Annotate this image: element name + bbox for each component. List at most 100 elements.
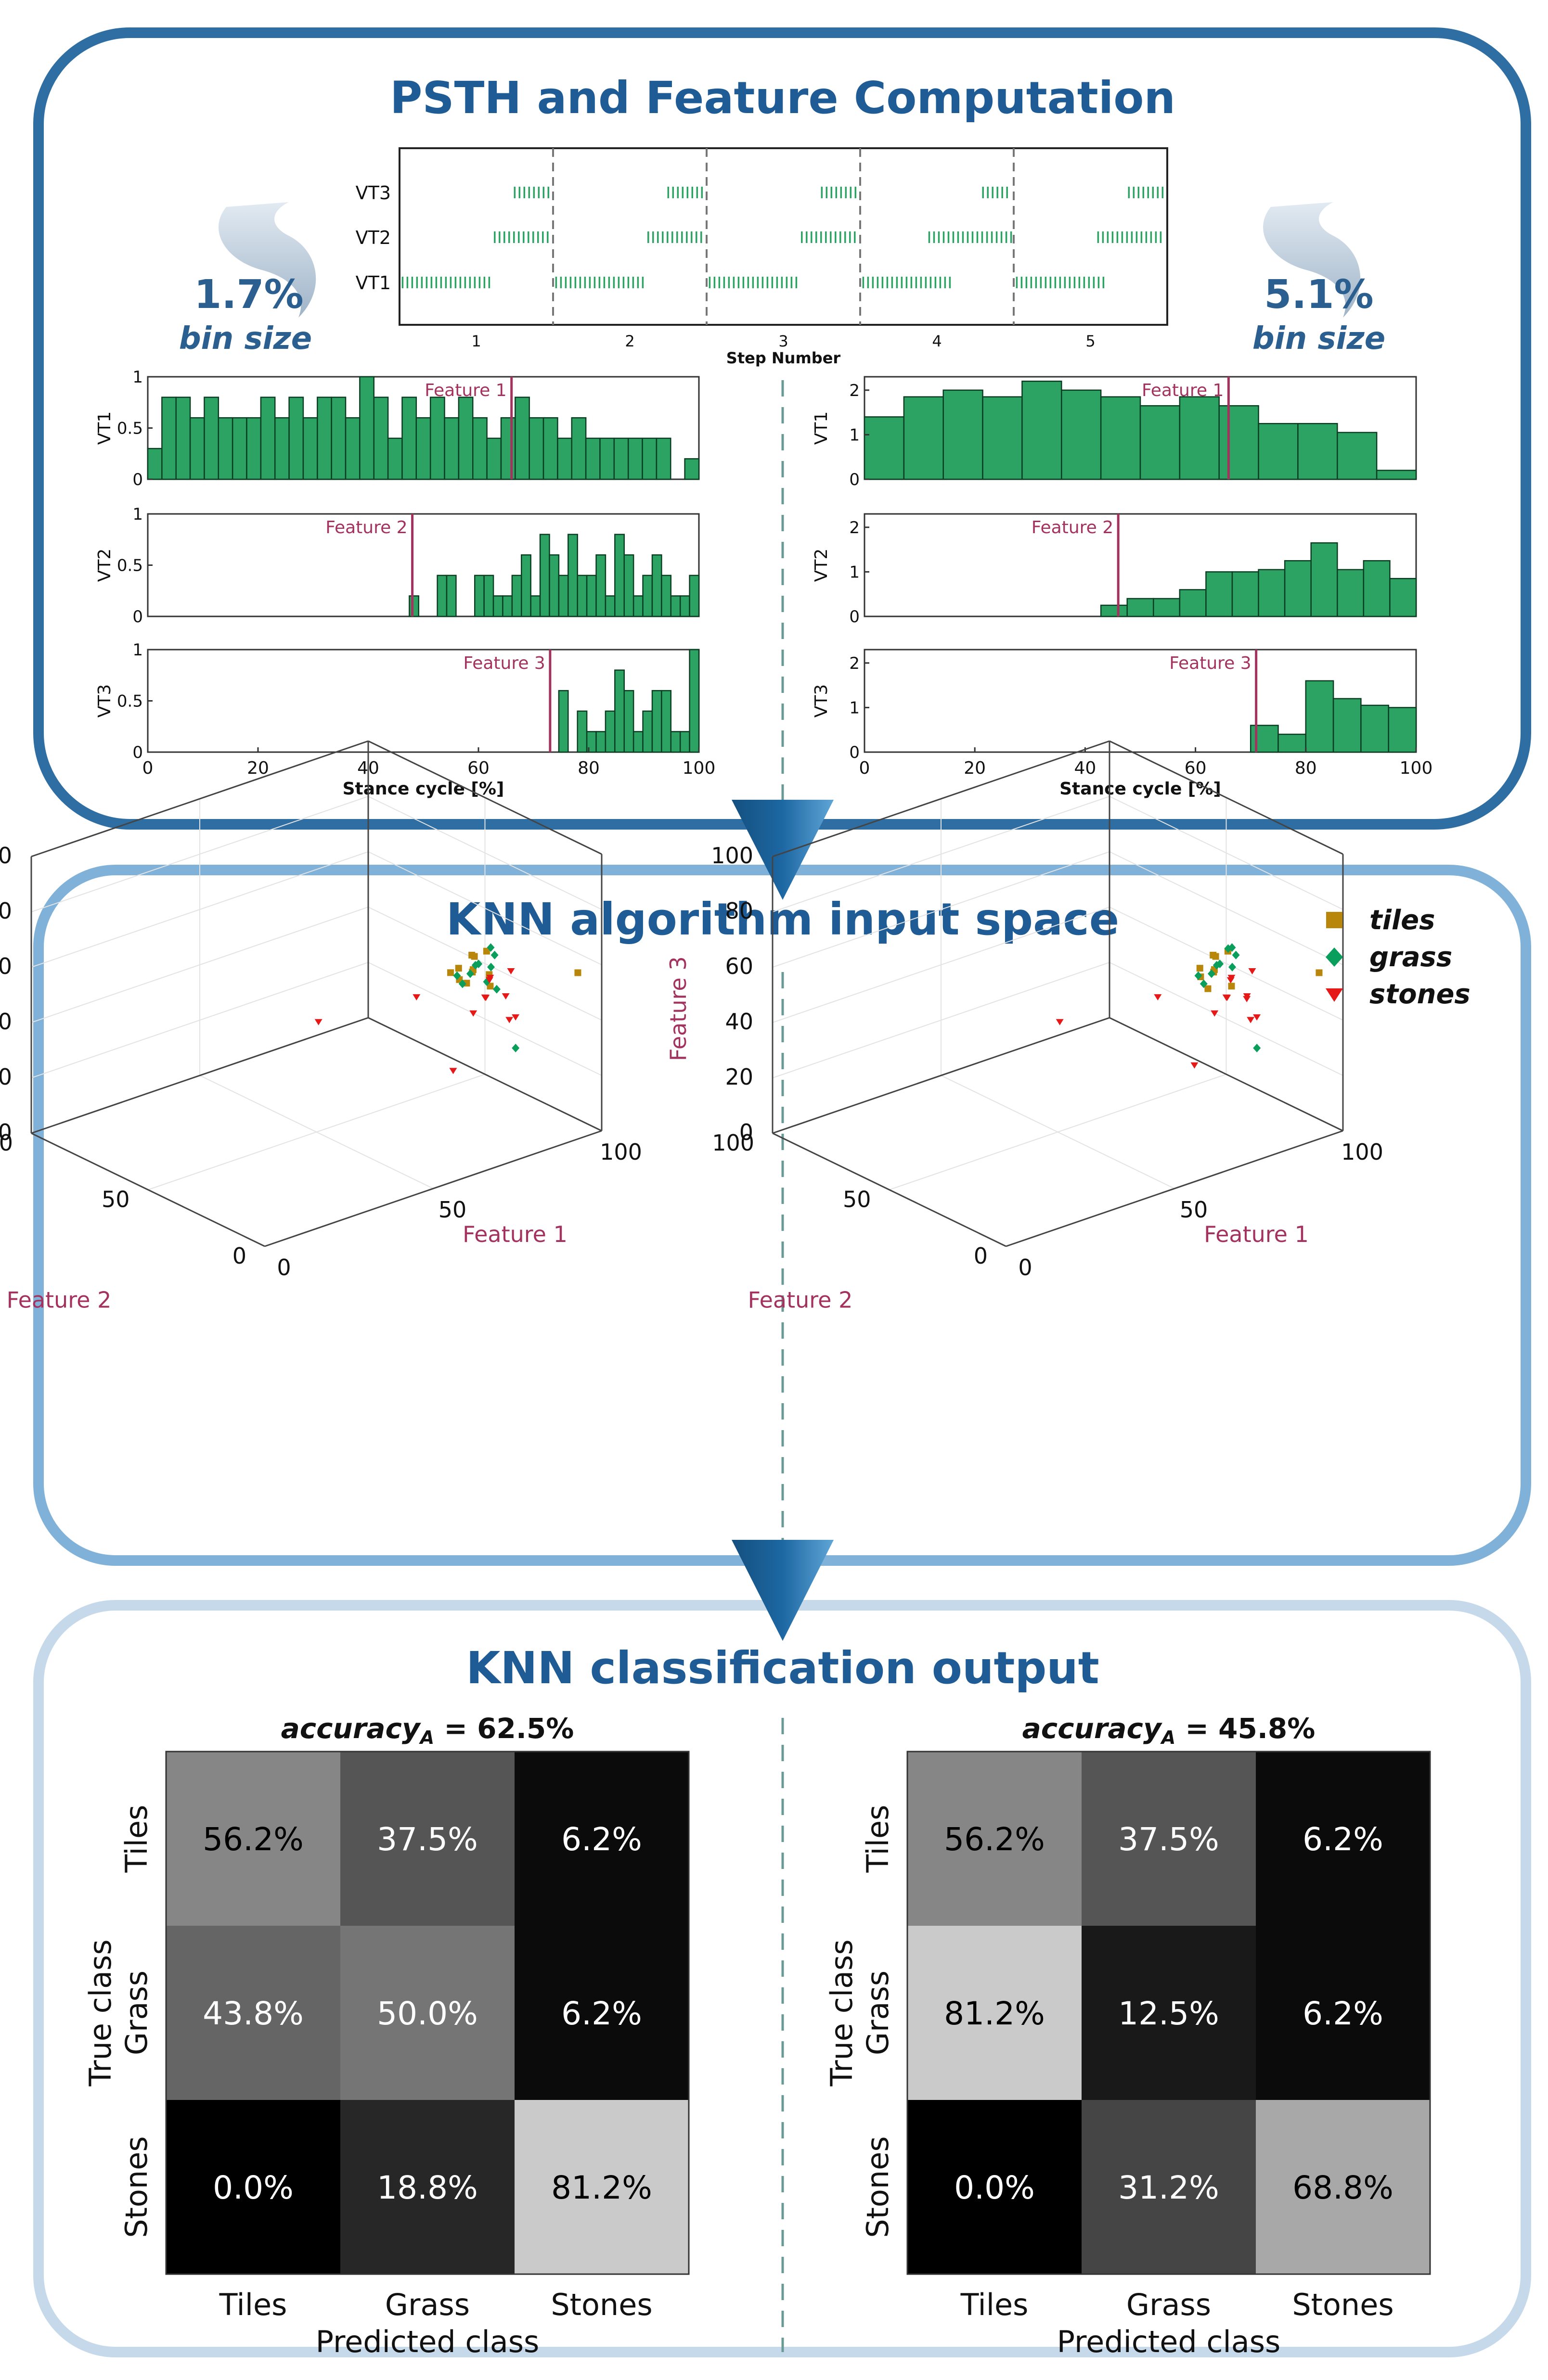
y-tick: 50	[102, 1187, 130, 1213]
psth-bar	[585, 437, 601, 480]
psth-bar	[1310, 542, 1338, 617]
psth-bar	[613, 437, 629, 480]
psth-bar	[529, 417, 544, 480]
confusion-cell	[1256, 2100, 1430, 2274]
confusion-cell	[340, 2100, 515, 2274]
stones-point	[1227, 974, 1236, 981]
psth-x-tick: 60	[467, 758, 490, 778]
psth-x-tick: 80	[1295, 758, 1317, 778]
grass-point	[1216, 960, 1224, 969]
grass-point	[1228, 962, 1237, 972]
accuracy-word: accuracy	[1022, 1712, 1162, 1745]
confusion-frame	[165, 1751, 690, 2275]
psth-y-label: VT2	[812, 549, 831, 582]
psth-bar	[492, 595, 503, 617]
psth-bar	[483, 575, 494, 617]
psth-bar	[1139, 405, 1181, 480]
psth-bar	[288, 397, 304, 480]
y-axis-label: Feature 2	[748, 1287, 853, 1313]
left-bin-label: bin size	[179, 321, 312, 357]
psth-y-tick: 0	[849, 470, 860, 489]
feature-marker-label: Feature 3	[1169, 653, 1251, 673]
psth-bar	[1337, 569, 1365, 617]
predicted-class-label: Grass	[1126, 2287, 1211, 2322]
spike-train	[982, 187, 1008, 198]
confusion-cell	[1082, 1926, 1256, 2100]
psth-bar	[1305, 680, 1334, 753]
wall-grid-line	[368, 907, 602, 1021]
spike-train	[514, 187, 550, 198]
psth-bar	[558, 575, 569, 617]
psth-y-label: VT3	[812, 684, 831, 718]
x-tick: 50	[1180, 1197, 1208, 1223]
stones-point	[1223, 995, 1231, 1001]
psth-bar	[429, 397, 445, 480]
grass-point	[1232, 950, 1240, 960]
confusion-cell	[166, 1752, 340, 1926]
accuracy-value: = 45.8%	[1175, 1712, 1315, 1745]
predicted-class-label: Tiles	[960, 2287, 1029, 2322]
grass-point	[458, 979, 466, 988]
z-axis-label: Feature 3	[665, 956, 691, 1061]
confusion-cell	[907, 1752, 1082, 1926]
psth-bar	[577, 710, 588, 753]
confusion-cell	[1256, 1752, 1430, 1926]
stones-point	[1253, 1014, 1261, 1021]
psth-y-label: VT1	[95, 411, 115, 445]
tiles-point	[468, 951, 476, 959]
psth-bar	[642, 710, 653, 753]
psth-frame	[864, 649, 1417, 753]
psth-bar	[864, 416, 905, 480]
psth-bar	[1376, 470, 1417, 480]
psth-bar	[204, 397, 219, 480]
swirl-arrow-icon	[219, 202, 316, 318]
psth-bar	[260, 397, 276, 480]
legend-stones-swatch	[1326, 988, 1343, 1002]
psth-bar	[458, 397, 474, 480]
axis-box-edge	[772, 1017, 1110, 1134]
tiles-point	[574, 969, 581, 976]
psth-bar	[595, 731, 606, 753]
psth-x-tick: 60	[1185, 758, 1207, 778]
wall-grid-line	[1109, 851, 1343, 965]
raster-x-tick: 1	[471, 332, 481, 350]
psth-bar	[409, 595, 420, 617]
stones-point	[507, 968, 515, 974]
x-axis-label: Feature 1	[1204, 1221, 1309, 1247]
psth-bar	[331, 397, 347, 480]
accuracy-word: accuracy	[281, 1712, 421, 1745]
grass-point	[1207, 969, 1215, 978]
grass-point	[1224, 944, 1232, 953]
grass-point	[1194, 971, 1202, 980]
bottom-panel-title: KNN classification output	[466, 1642, 1099, 1694]
raster-row-label: VT1	[356, 272, 391, 294]
confusion-right-chart: 56.2% 37.5% 6.2% 81.2% 12.5% 6.2% 0.0% 31.2% 68.…	[824, 1712, 1431, 2359]
down-arrow-icon	[732, 1540, 834, 1641]
psth-bar	[605, 710, 616, 753]
down-arrow-icon	[732, 800, 834, 900]
spike-train	[647, 231, 702, 243]
feature-marker-label: Feature 1	[1142, 381, 1224, 400]
psth-bar	[387, 437, 403, 480]
psth-bar	[656, 437, 671, 480]
true-class-label: Tiles	[860, 1805, 895, 1873]
spike-train	[667, 187, 703, 198]
psth-bar	[632, 731, 644, 753]
z-tick: 60	[725, 953, 753, 979]
legend-tiles-swatch	[1326, 912, 1342, 928]
psth-bar	[502, 595, 513, 617]
confusion-cell-value: 6.2%	[1303, 1821, 1383, 1858]
axis-box-edge	[1006, 1130, 1343, 1247]
psth-bar	[623, 690, 634, 753]
psth-bar	[1153, 598, 1181, 617]
axis-box-edge	[264, 1130, 602, 1247]
psth-x-tick: 100	[683, 758, 716, 778]
confusion-cell-value: 18.8%	[377, 2169, 478, 2206]
z-tick: 80	[725, 898, 753, 924]
middle-panel-title: KNN algorithm input space	[446, 894, 1119, 945]
psth-bar	[1332, 698, 1362, 753]
psth-bar	[317, 397, 332, 480]
right-bin-value: 5.1%	[1264, 272, 1373, 318]
axis-box-edge	[31, 740, 369, 857]
z-tick: 80	[0, 898, 12, 924]
